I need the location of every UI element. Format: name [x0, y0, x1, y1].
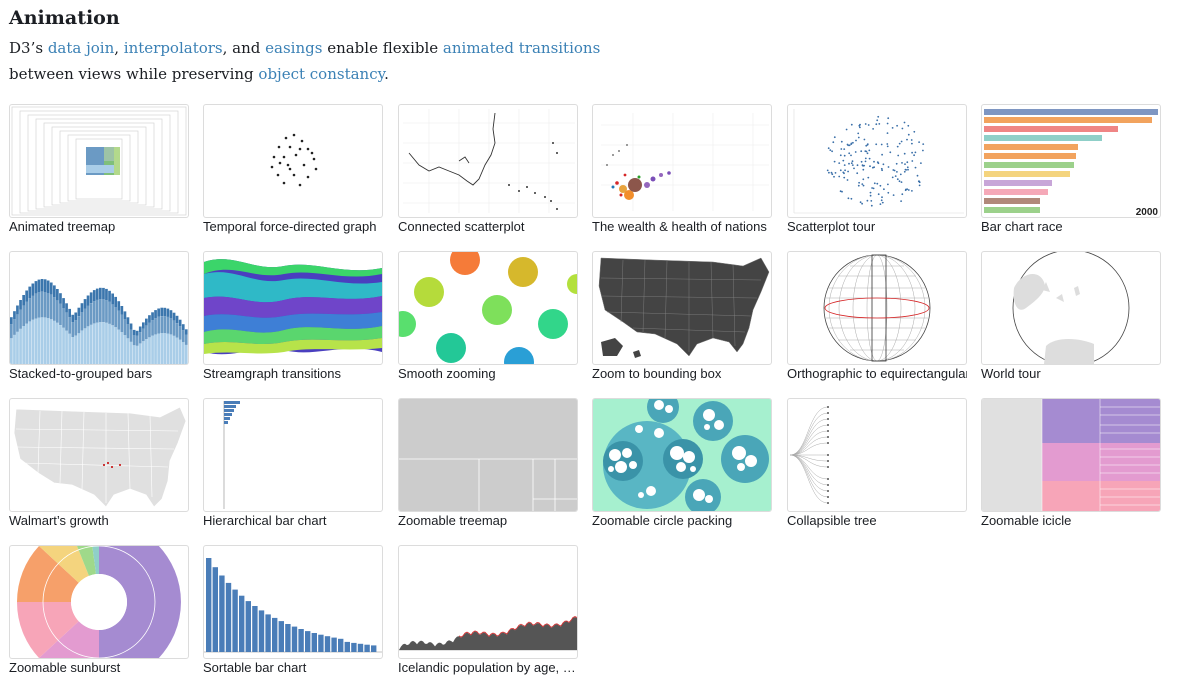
sortable-bar-preview: [204, 558, 382, 653]
thumbnail-zoomable-sunburst: [9, 545, 189, 659]
card-zoom-to-bounding-box[interactable]: Zoom to bounding box: [592, 251, 772, 389]
intro-text: enable flexible: [322, 39, 443, 57]
card-stacked-to-grouped-bars[interactable]: Stacked-to-grouped bars: [9, 251, 189, 389]
object-constancy-link[interactable]: object constancy: [258, 65, 385, 83]
force-graph-preview: [270, 133, 318, 187]
intro-text: D3’s: [9, 39, 48, 57]
thumbnail-temporal-force-directed-graph: [203, 104, 383, 218]
world-globe-preview: [1012, 252, 1130, 364]
zoomable-treemap-preview: [399, 399, 577, 511]
globe-projection-preview: [823, 254, 931, 362]
card-zoomable-icicle[interactable]: Zoomable icicle: [981, 398, 1161, 536]
sunburst-preview: [16, 546, 181, 658]
card-bar-chart-race[interactable]: 2000 Bar chart race: [981, 104, 1161, 242]
section-title: Animation: [9, 7, 120, 29]
interpolators-link[interactable]: interpolators: [123, 39, 223, 57]
walmart-map-preview: [13, 406, 187, 508]
card-temporal-force-directed-graph[interactable]: Temporal force-directed graph: [203, 104, 383, 242]
thumbnail-walmarts-growth: [9, 398, 189, 512]
intro-text: .: [384, 65, 389, 83]
thumbnail-world-tour: [981, 251, 1161, 365]
card-label: Stacked-to-grouped bars: [9, 366, 153, 381]
card-walmarts-growth[interactable]: Walmart’s growth: [9, 398, 189, 536]
scatterplot-tour-preview: [793, 109, 964, 214]
animated-transitions-link[interactable]: animated transitions: [442, 39, 601, 57]
thumbnail-scatterplot-tour: [787, 104, 967, 218]
card-label: Walmart’s growth: [9, 513, 109, 528]
card-label: Zoomable icicle: [981, 513, 1072, 528]
thumbnail-wealth-health-of-nations: [592, 104, 772, 218]
thumbnail-sortable-bar-chart: [203, 545, 383, 659]
card-hierarchical-bar-chart[interactable]: Hierarchical bar chart: [203, 398, 383, 536]
card-label: Temporal force-directed graph: [203, 219, 377, 234]
card-label: Sortable bar chart: [203, 660, 307, 675]
card-streamgraph-transitions[interactable]: Streamgraph transitions: [203, 251, 383, 389]
card-collapsible-tree[interactable]: Collapsible tree: [787, 398, 967, 536]
card-label: Zoom to bounding box: [592, 366, 722, 381]
zoomable-icicle-preview: [982, 399, 1160, 511]
thumbnail-hierarchical-bar-chart: [203, 398, 383, 512]
animated-treemap-preview: [11, 106, 187, 216]
bar-chart-race-preview: 2000: [984, 109, 1159, 217]
card-zoomable-circle-packing[interactable]: Zoomable circle packing: [592, 398, 772, 536]
thumbnail-zoom-to-bounding-box: [592, 251, 772, 365]
thumbnail-orthographic-to-equirectangular: [787, 251, 967, 365]
card-label: Scatterplot tour: [787, 219, 876, 234]
card-label: Bar chart race: [981, 219, 1063, 234]
collapsible-tree-preview: [789, 406, 829, 504]
card-label: Streamgraph transitions: [203, 366, 342, 381]
card-smooth-zooming[interactable]: Smooth zooming: [398, 251, 578, 389]
thumbnail-smooth-zooming: [398, 251, 578, 365]
circle-packing-preview: [593, 399, 771, 511]
card-sortable-bar-chart[interactable]: Sortable bar chart: [203, 545, 383, 683]
thumbnail-zoomable-treemap: [398, 398, 578, 512]
thumbnail-bar-chart-race: 2000: [981, 104, 1161, 218]
card-label: Hierarchical bar chart: [203, 513, 327, 528]
thumbnail-collapsible-tree: [787, 398, 967, 512]
card-label: Zoomable sunburst: [9, 660, 121, 675]
easings-link[interactable]: easings: [265, 39, 323, 57]
card-label: Zoomable treemap: [398, 513, 508, 528]
intro-text: ,: [114, 39, 124, 57]
hierarchical-bar-preview: [223, 401, 240, 509]
card-world-tour[interactable]: World tour: [981, 251, 1161, 389]
us-map-preview: [598, 257, 770, 358]
card-label: Icelandic population by age, …: [398, 660, 576, 675]
thumbnail-stacked-to-grouped-bars: [9, 251, 189, 365]
card-icelandic-population[interactable]: Icelandic population by age, …: [398, 545, 578, 683]
card-connected-scatterplot[interactable]: Connected scatterplot: [398, 104, 578, 242]
race-year-label: 2000: [1136, 207, 1159, 217]
card-label: Collapsible tree: [787, 513, 877, 528]
card-orthographic-to-equirectangular[interactable]: Orthographic to equirectangular: [787, 251, 967, 389]
card-label: Orthographic to equirectangular: [787, 366, 967, 381]
card-scatterplot-tour[interactable]: Scatterplot tour: [787, 104, 967, 242]
card-zoomable-sunburst[interactable]: Zoomable sunburst: [9, 545, 189, 683]
card-label: Connected scatterplot: [398, 219, 525, 234]
streamgraph-preview: [204, 259, 382, 355]
thumbnail-zoomable-icicle: [981, 398, 1161, 512]
data-join-link[interactable]: data join: [47, 39, 115, 57]
smooth-zooming-preview: [399, 252, 577, 364]
card-animated-treemap[interactable]: Animated treemap: [9, 104, 189, 242]
thumbnail-icelandic-population: [398, 545, 578, 659]
wealth-health-preview: [601, 113, 769, 211]
intro-text: , and: [222, 39, 266, 57]
card-label: Smooth zooming: [398, 366, 496, 381]
section-intro: D3’s data join, interpolators, and easin…: [9, 35, 649, 87]
iceland-population-preview: [399, 616, 577, 651]
intro-text: between views while preserving: [9, 65, 259, 83]
card-label: The wealth & health of nations: [592, 219, 767, 234]
card-zoomable-treemap[interactable]: Zoomable treemap: [398, 398, 578, 536]
thumbnail-zoomable-circle-packing: [592, 398, 772, 512]
card-label: Animated treemap: [9, 219, 116, 234]
connected-scatterplot-preview: [403, 109, 575, 213]
card-wealth-health-of-nations[interactable]: The wealth & health of nations: [592, 104, 772, 242]
card-label: Zoomable circle packing: [592, 513, 733, 528]
stacked-bars-preview: [10, 279, 188, 364]
card-label: World tour: [981, 366, 1041, 381]
thumbnail-animated-treemap: [9, 104, 189, 218]
thumbnail-streamgraph-transitions: [203, 251, 383, 365]
thumbnail-connected-scatterplot: [398, 104, 578, 218]
